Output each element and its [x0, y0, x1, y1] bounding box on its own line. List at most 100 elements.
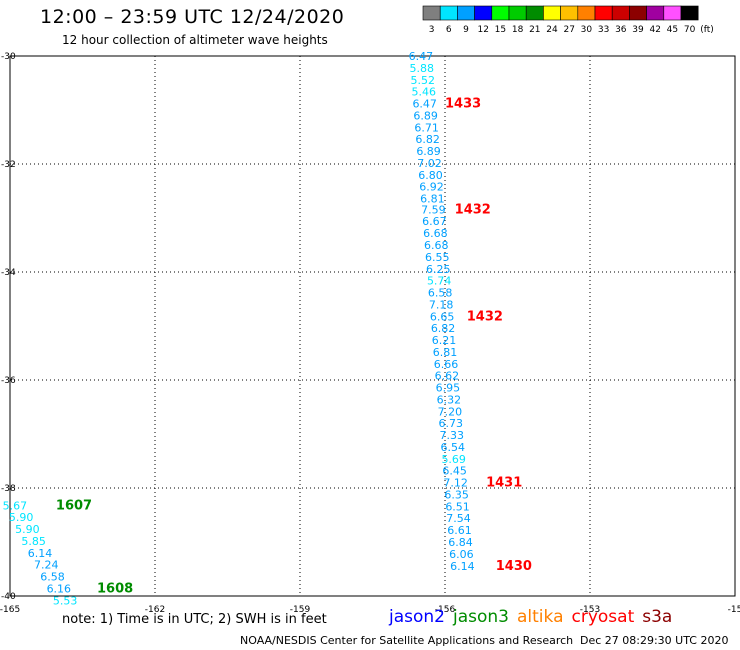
swh-value-label: 5.53	[53, 594, 78, 607]
swh-value-label: 6.32	[437, 393, 462, 406]
pass-time-label: 1607	[56, 498, 92, 513]
swh-value-label: 6.21	[432, 334, 457, 347]
swh-value-label: 7.02	[417, 157, 442, 170]
satellite-legend: jason2 jason3 altika cryosat s3a	[389, 607, 680, 627]
legend-label: 21	[529, 25, 540, 35]
swh-value-label: 6.45	[442, 465, 467, 478]
lon-tick-label: -15	[728, 605, 740, 615]
satellite-jason3: jason3	[453, 607, 509, 627]
legend-label: 42	[649, 25, 660, 35]
swh-value-label: 7.54	[446, 512, 471, 525]
satellite-altika: altika	[517, 607, 564, 627]
swh-value-label: 6.14	[450, 560, 475, 573]
swh-value-label: 6.62	[435, 370, 460, 383]
swh-value-label: 6.82	[431, 322, 456, 335]
lat-tick-label: -34	[1, 268, 16, 278]
swh-value-label: 6.25	[426, 263, 451, 276]
legend-label: 6	[446, 25, 452, 35]
swh-value-label: 6.47	[409, 50, 434, 63]
legend-unit: (ft)	[700, 25, 714, 35]
pass-time-label: 1433	[445, 97, 481, 112]
satellite-jason2: jason2	[389, 607, 445, 627]
swh-value-label: 6.81	[433, 346, 458, 359]
swh-value-label: 5.46	[411, 86, 436, 99]
lon-tick-label: -162	[145, 605, 165, 615]
pass-time-label: 1608	[97, 581, 133, 596]
swh-value-label: 6.89	[416, 145, 441, 158]
legend-label: 33	[598, 25, 609, 35]
swh-value-label: 6.58	[428, 287, 453, 300]
legend-label: 3	[429, 25, 435, 35]
lat-tick-label: -36	[1, 376, 16, 386]
swh-value-label: 5.90	[9, 511, 34, 524]
swh-value-label: 6.84	[448, 536, 473, 549]
page-subtitle: 12 hour collection of altimeter wave hei…	[62, 33, 328, 47]
lat-tick-label: -38	[1, 484, 16, 494]
swh-value-label: 6.55	[425, 251, 450, 264]
legend-swatch	[680, 5, 699, 21]
lat-tick-label: -30	[1, 52, 16, 62]
swh-value-label: 6.51	[445, 500, 470, 513]
swh-value-label: 6.54	[440, 441, 465, 454]
swh-color-legend: 3 6 9 12 15 18 21 24 27 30 33 36 39 42 45 70 (ft)	[422, 5, 714, 35]
swh-value-label: 6.16	[47, 582, 72, 595]
legend-label: 15	[495, 25, 506, 35]
legend-label: 30	[581, 25, 593, 35]
satellite-s3a: s3a	[642, 607, 673, 627]
swh-value-label: 7.33	[440, 429, 465, 442]
swh-value-label: 6.65	[430, 310, 455, 323]
lat-tick-label: -32	[1, 160, 16, 170]
credit-line: NOAA/NESDIS Center for Satellite Applica…	[240, 634, 574, 647]
swh-value-label: 6.92	[419, 181, 444, 194]
swh-value-label: 6.80	[418, 169, 443, 182]
swh-value-label: 6.14	[28, 547, 53, 560]
swh-value-label: 6.73	[439, 417, 464, 430]
legend-label: 39	[632, 25, 644, 35]
lon-tick-label: -165	[0, 605, 20, 615]
swh-value-label: 6.58	[40, 571, 65, 584]
footer-note: note: 1) Time is in UTC; 2) SWH is in fe…	[62, 612, 327, 627]
swh-value-label: 5.88	[410, 62, 435, 75]
swh-value-label: 6.61	[447, 524, 472, 537]
swh-value-label: 6.06	[449, 548, 474, 561]
pass-time-label: 1430	[496, 559, 532, 574]
swh-value-label: 5.52	[411, 74, 436, 87]
page-title: 12:00 – 23:59 UTC 12/24/2020	[40, 6, 345, 28]
lon-tick-label: -159	[290, 605, 311, 615]
swh-value-label: 6.66	[434, 358, 459, 371]
swh-value-label: 6.81	[420, 193, 445, 206]
swh-value-label: 6.71	[414, 121, 439, 134]
lat-tick-label: -40	[1, 592, 16, 602]
swh-value-label: 6.67	[422, 215, 447, 228]
swh-value-label: 6.68	[423, 227, 448, 240]
legend-label: 24	[546, 25, 558, 35]
swh-value-label: 7.24	[34, 559, 59, 572]
swh-value-label: 6.68	[424, 239, 449, 252]
swh-value-label: 6.82	[415, 133, 440, 146]
satellite-cryosat: cryosat	[571, 607, 635, 627]
swh-value-label: 7.20	[438, 405, 463, 418]
swh-value-label: 5.69	[441, 453, 466, 466]
swh-value-label: 6.35	[444, 488, 469, 501]
pass-time-label: 1431	[486, 476, 522, 491]
lon-tick-label: -153	[580, 605, 600, 615]
legend-label: 18	[512, 25, 524, 35]
lon-tick-label: -156	[435, 605, 456, 615]
swh-value-label: 6.95	[436, 382, 461, 395]
legend-label: 36	[615, 25, 627, 35]
swh-value-label: 5.67	[3, 499, 28, 512]
swh-value-label: 7.12	[443, 477, 468, 490]
swh-value-label: 5.90	[15, 523, 40, 536]
legend-label: 12	[477, 25, 488, 35]
swh-value-label: 6.47	[412, 98, 437, 111]
pass-time-label: 1432	[467, 309, 503, 324]
map-frame	[9, 55, 736, 597]
swh-value-label: 5.74	[427, 275, 452, 288]
generated-timestamp: Dec 27 08:29:30 UTC 2020	[580, 634, 729, 647]
legend-label: 9	[463, 25, 469, 35]
pass-time-label: 1432	[455, 202, 491, 217]
swh-value-label: 7.18	[429, 298, 454, 311]
swh-value-label: 7.59	[421, 203, 446, 216]
swh-value-label: 6.89	[413, 109, 438, 122]
